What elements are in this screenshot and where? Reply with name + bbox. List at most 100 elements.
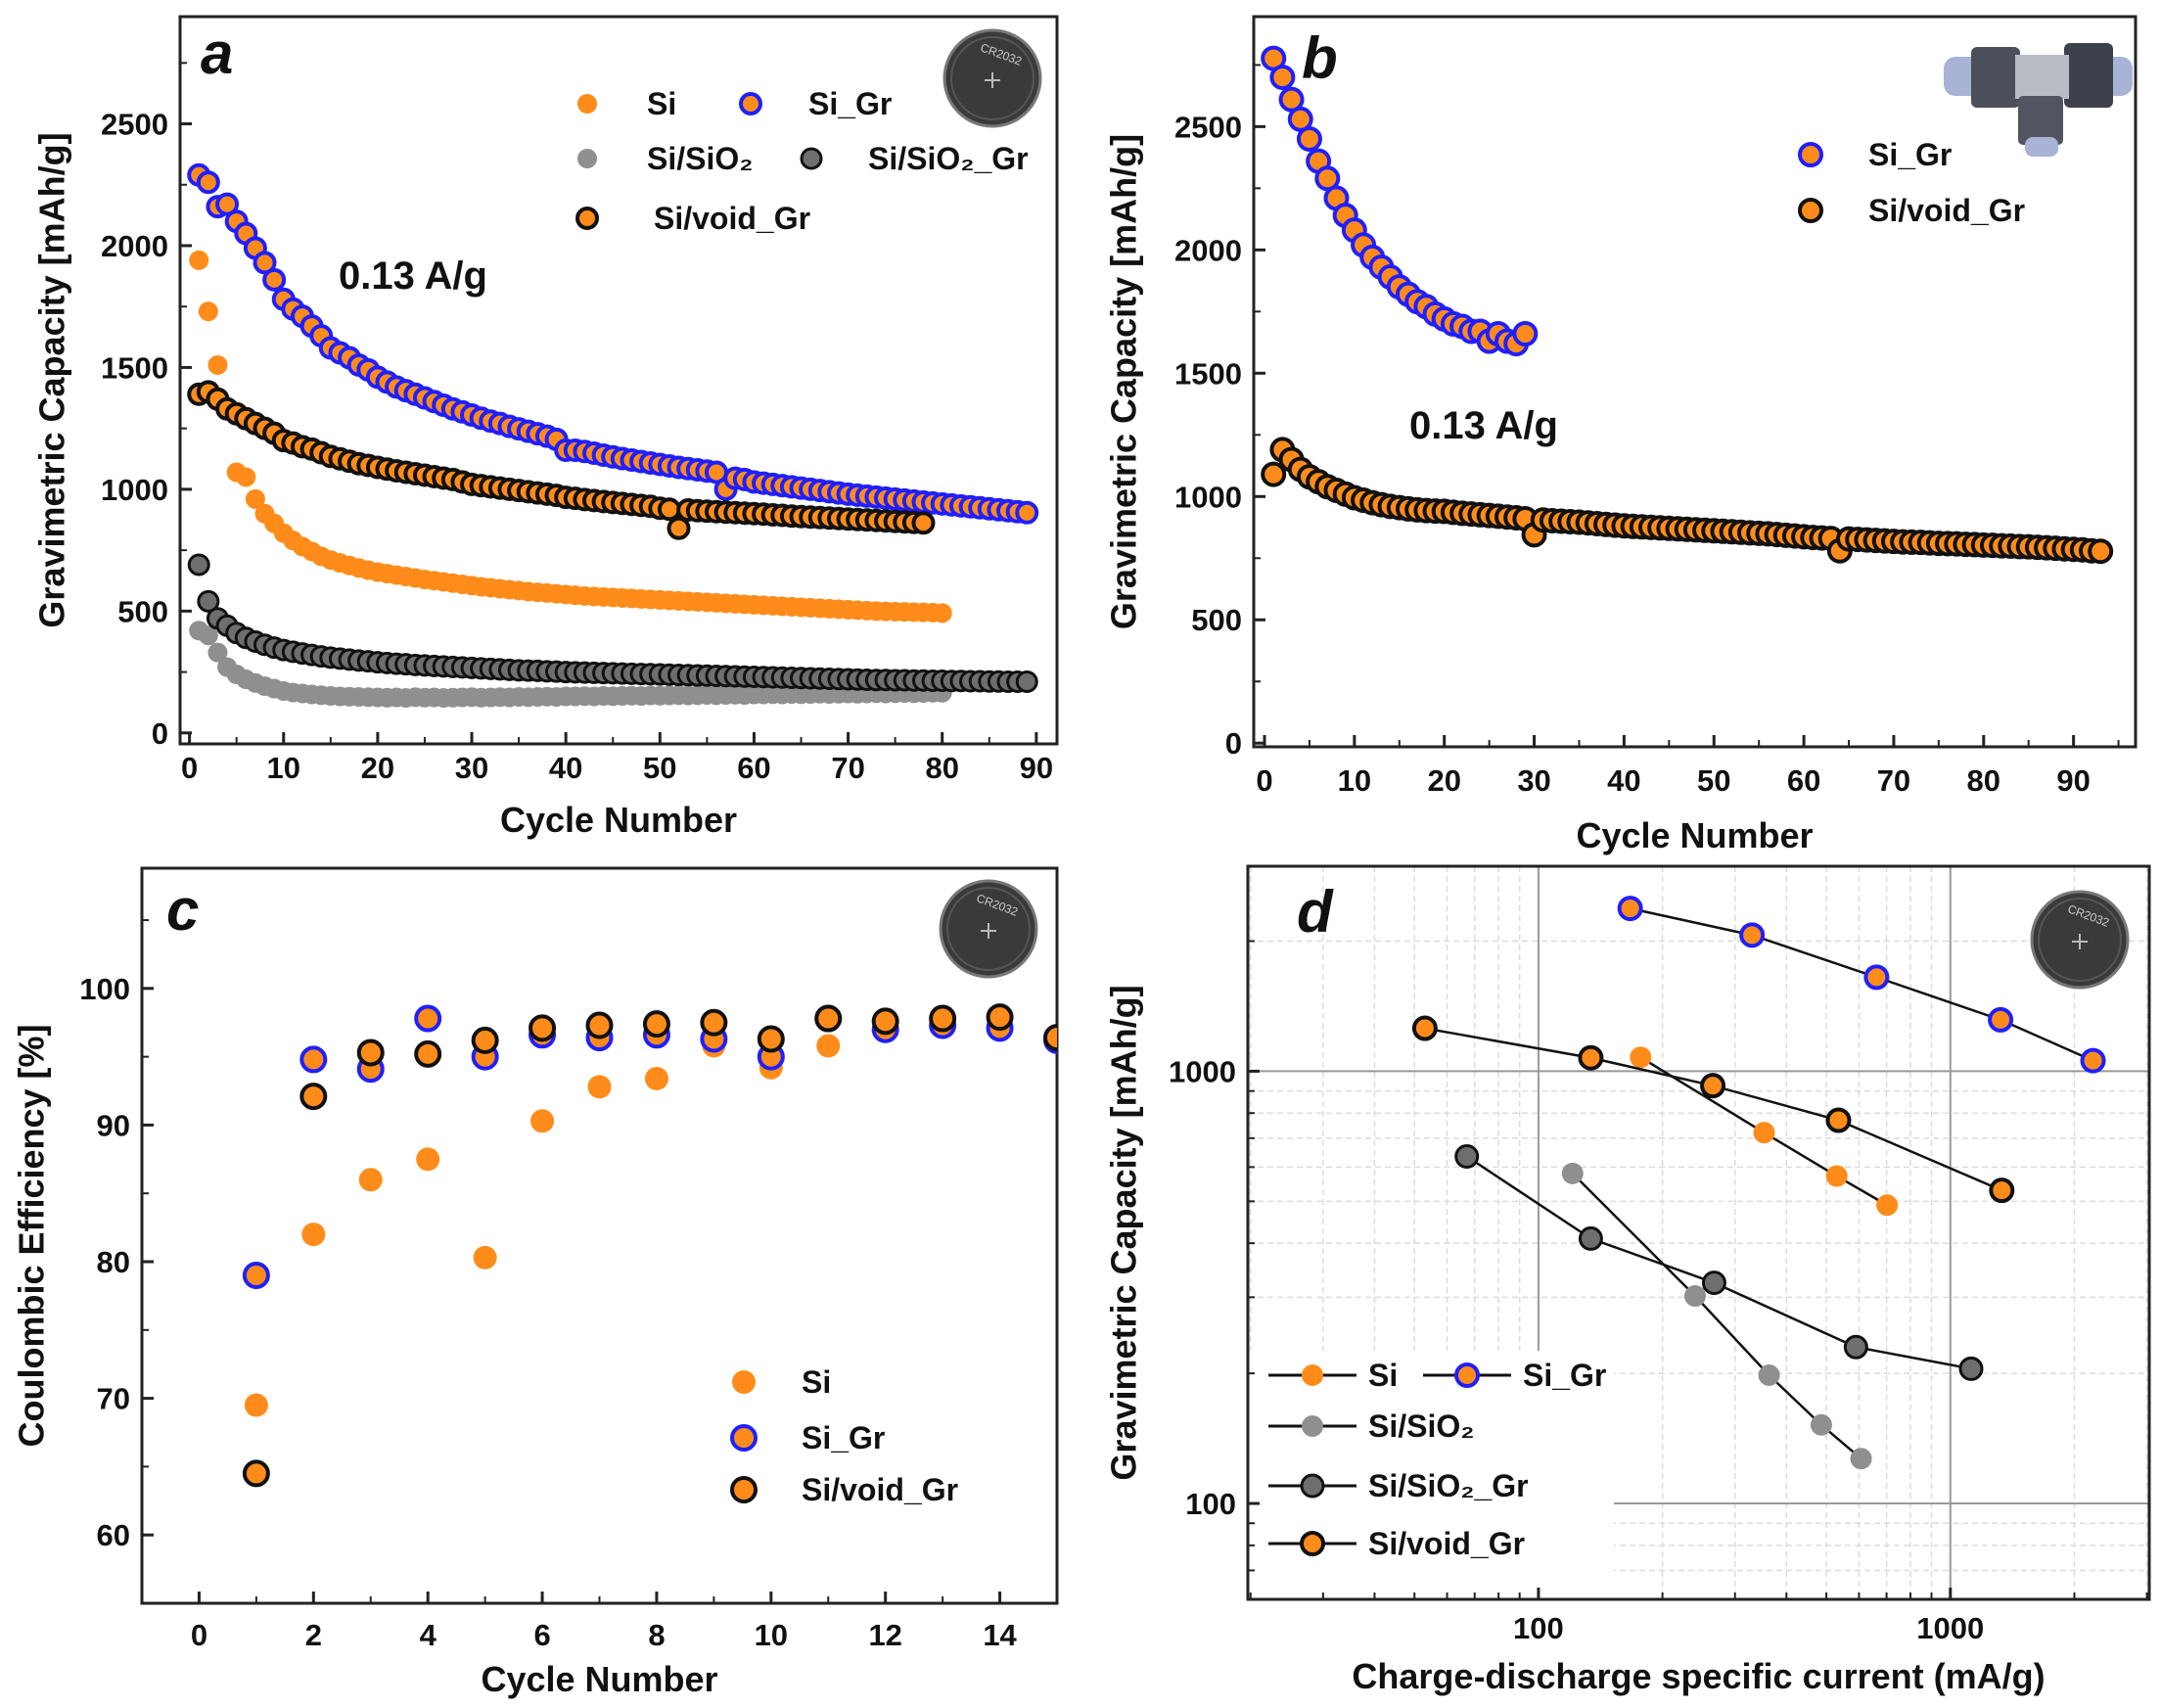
x-tick-label: 20 — [1427, 763, 1460, 798]
data-point — [358, 1168, 383, 1192]
legend-item: Si — [732, 1364, 831, 1400]
data-point — [1578, 1044, 1604, 1071]
data-point — [299, 1083, 328, 1111]
x-tick-label: 50 — [643, 751, 676, 785]
legend-item: Si/SiO₂_Gr — [1268, 1468, 1529, 1503]
data-point — [215, 192, 240, 216]
legend-marker — [730, 1476, 758, 1503]
y-tick-label: 1500 — [101, 350, 168, 385]
legend-marker — [739, 92, 762, 115]
y-tick-label: 1000 — [101, 473, 168, 507]
x-axis-title: Cycle Number — [481, 1659, 717, 1699]
legend-marker — [1798, 198, 1823, 223]
data-point — [816, 1034, 841, 1058]
data-point — [198, 625, 218, 646]
y-tick-label: 2500 — [1174, 110, 1242, 144]
data-point — [1578, 1225, 1603, 1251]
data-point — [1843, 1334, 1868, 1360]
plus-icon — [981, 923, 996, 939]
data-point — [262, 267, 287, 292]
x-axis-title: Cycle Number — [1576, 815, 1813, 855]
data-point — [207, 354, 228, 375]
data-point — [1015, 500, 1039, 525]
legend-item: Si/void_Gr — [1268, 1526, 1525, 1561]
series-Si_Gr — [1617, 896, 2106, 1074]
current-annotation: 0.13 A/g — [339, 254, 487, 298]
y-tick-label: 100 — [79, 972, 130, 1006]
legend-item: Si/void_Gr — [575, 201, 810, 236]
x-tick-label: 40 — [1607, 763, 1640, 798]
data-point — [1454, 1144, 1480, 1170]
y-tick-label: 2500 — [101, 108, 168, 142]
series-Si_Gr — [187, 162, 1039, 525]
x-tick-label: 70 — [831, 751, 864, 785]
panel-b: 0 10 20 30 40 50 60 70 80 90 0 500 1000 1500 2000 2500 C… — [1104, 15, 2138, 855]
data-point — [242, 1459, 270, 1488]
x-tick-label: 8 — [648, 1618, 665, 1652]
y-tick-label: 70 — [97, 1382, 130, 1416]
data-point — [657, 497, 681, 522]
data-point — [1630, 1046, 1652, 1069]
legend-marker — [577, 149, 597, 168]
x-tick-label: 6 — [533, 1618, 550, 1652]
x-tick-label: 60 — [737, 751, 770, 785]
data-point — [529, 1014, 557, 1042]
x-tick-label: 80 — [925, 751, 958, 785]
plot-frame — [178, 15, 1059, 746]
data-point — [1825, 1165, 1848, 1187]
x-axis-title: Charge-discharge specific current (mA/g) — [1352, 1656, 2045, 1696]
data-point — [207, 642, 228, 663]
legend-marker — [1302, 1364, 1323, 1386]
data-point — [530, 1109, 555, 1133]
data-point — [1758, 1364, 1780, 1387]
x-tick-label: 10 — [755, 1618, 788, 1652]
x-tick-label: 1000 — [1916, 1611, 1984, 1645]
coin-cell-icon: CR2032 — [943, 28, 1042, 128]
series-Si_Gr — [1261, 45, 1539, 357]
data-point — [644, 1066, 668, 1090]
legend-item: Si_Gr — [739, 86, 892, 121]
data-point — [245, 488, 265, 509]
data-point — [196, 170, 220, 195]
y-tick-label: 1000 — [1174, 480, 1242, 514]
legend-item: Si/void_Gr — [730, 1472, 958, 1507]
data-point — [299, 1045, 328, 1074]
legend-label: Si/SiO₂ — [647, 141, 753, 176]
x-tick-label: 10 — [1338, 763, 1371, 798]
x-tick-label: 40 — [549, 751, 582, 785]
legend: Si Si_Gr Si/SiO₂ Si/SiO₂_Gr Si/void_Gr — [575, 86, 1029, 236]
y-axis-title: Gravimetric Capacity [mAh/g] — [1104, 134, 1144, 629]
y-tick-label: 500 — [1191, 603, 1242, 637]
x-tick-label: 12 — [868, 1618, 901, 1652]
data-point — [1989, 1177, 2015, 1204]
data-point — [253, 251, 277, 275]
data-point — [757, 1025, 785, 1053]
y-tick-label: 500 — [117, 594, 168, 628]
y-tick-label: 0 — [1225, 726, 1242, 761]
data-point — [416, 1147, 440, 1172]
legend-marker — [732, 1370, 756, 1394]
data-point — [473, 1245, 497, 1269]
coin-cell-rim — [950, 36, 1035, 120]
legend-item: Si_Gr — [730, 1420, 885, 1455]
data-point — [1561, 1162, 1584, 1184]
plus-icon — [985, 72, 1000, 88]
legend: Si Si_Gr Si/void_Gr — [730, 1364, 958, 1507]
series-Si/SiO₂_Gr — [187, 553, 1038, 694]
series-Si/SiO₂ — [1561, 1162, 1872, 1470]
legend-label: Si — [802, 1364, 831, 1400]
legend-marker — [575, 207, 599, 230]
series-Si/SiO₂_Gr — [1454, 1144, 1984, 1381]
data-point — [587, 1075, 612, 1099]
legend-item: Si/void_Gr — [1798, 193, 2025, 228]
coin-cell-rim — [2038, 898, 2122, 982]
data-point — [1739, 922, 1766, 948]
x-tick-label: 60 — [1787, 763, 1820, 798]
x-tick-label: 14 — [983, 1618, 1017, 1652]
data-point — [585, 1011, 614, 1039]
series-Si — [189, 250, 952, 623]
panel-d: 100 1000 100 1000 Charge-discharge specific … — [1104, 864, 2151, 1696]
series-Si — [244, 1010, 1057, 1417]
data-point — [1988, 1006, 2014, 1033]
